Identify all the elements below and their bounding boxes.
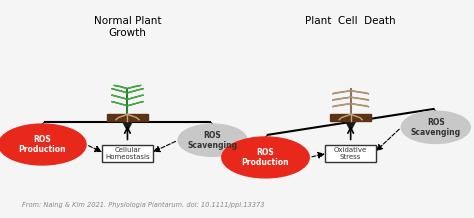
Text: ROS
Production: ROS Production [242,148,289,167]
Text: Oxidative
Stress: Oxidative Stress [334,147,367,160]
Text: Plant  Cell  Death: Plant Cell Death [305,16,396,26]
Text: Cellular
Homeostasis: Cellular Homeostasis [105,147,150,160]
Polygon shape [128,95,144,99]
Polygon shape [111,95,128,99]
Bar [107,114,148,121]
Polygon shape [114,85,128,89]
Text: ROS
Scavenging: ROS Scavenging [411,118,461,137]
Polygon shape [351,91,369,94]
Polygon shape [346,122,355,131]
Polygon shape [332,91,351,94]
Circle shape [178,124,247,156]
Text: ROS
Scavenging: ROS Scavenging [188,131,237,150]
Polygon shape [332,104,351,107]
Polygon shape [128,89,144,93]
Polygon shape [128,101,144,106]
Polygon shape [351,97,369,100]
Circle shape [0,124,86,165]
Polygon shape [111,101,128,106]
Text: Normal Plant
Growth: Normal Plant Growth [94,16,161,38]
FancyBboxPatch shape [325,145,376,162]
Polygon shape [123,122,132,131]
Polygon shape [351,104,369,107]
Polygon shape [128,85,141,89]
Bar [330,114,371,121]
Polygon shape [332,97,351,100]
Polygon shape [111,89,128,93]
Text: ROS
Production: ROS Production [18,135,66,154]
Text: From: Naing & Kim 2021. Physiologia Plantarum. doi: 10.1111/ppl.13373: From: Naing & Kim 2021. Physiologia Plan… [22,202,264,208]
Circle shape [222,137,309,178]
FancyBboxPatch shape [102,145,153,162]
Circle shape [401,111,470,143]
